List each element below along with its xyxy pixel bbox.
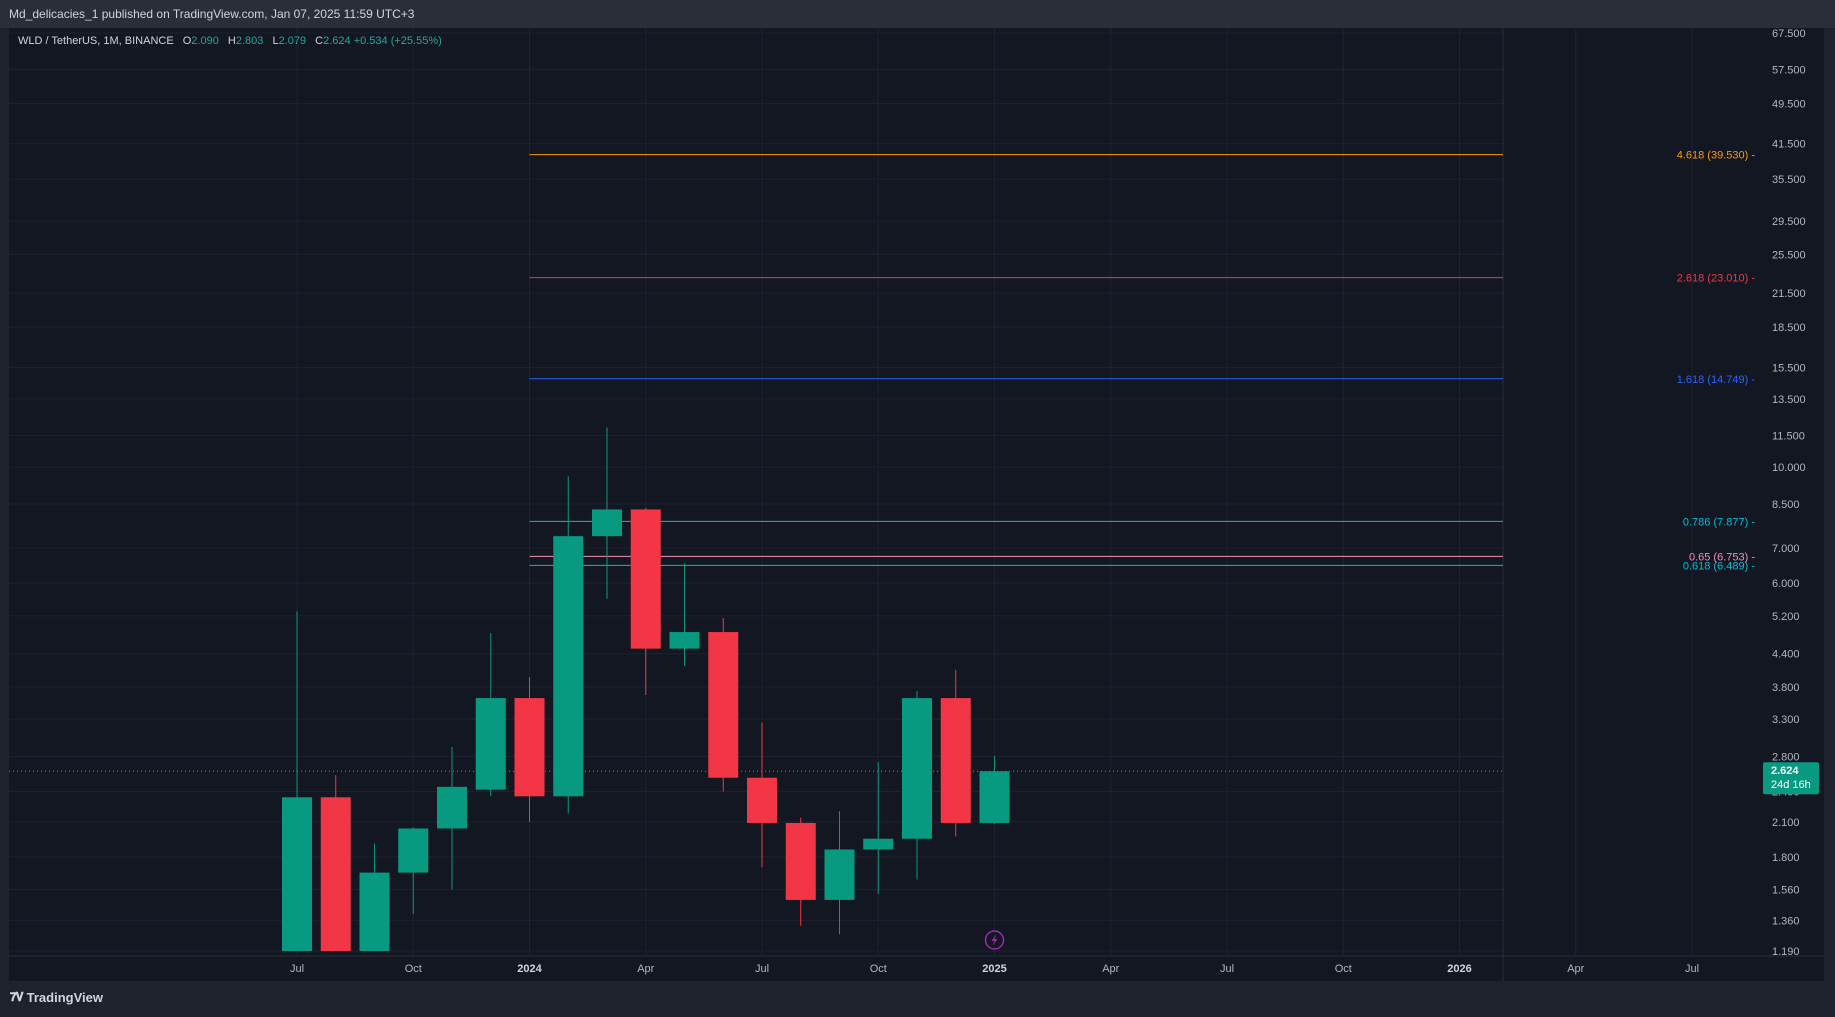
- symbol-title: WLD / TetherUS, 1M, BINANCE: [18, 35, 174, 47]
- publish-header: Md_delicacies_1 published on TradingView…: [0, 0, 1835, 28]
- publish-line: Md_delicacies_1 published on TradingView…: [9, 7, 415, 21]
- chart-frame[interactable]: [9, 28, 1824, 981]
- low-value: 2.079: [278, 35, 307, 47]
- brand-name: TradingView: [26, 990, 103, 1005]
- tradingview-logo-icon: 𝟕𝐕: [10, 990, 24, 1004]
- tradingview-logo[interactable]: 𝟕𝐕 TradingView: [10, 990, 103, 1005]
- close-value: 2.624: [323, 35, 351, 47]
- change-value: +0.534 (+25.55%): [353, 35, 442, 47]
- low-label: L: [272, 35, 279, 47]
- open-value: 2.090: [191, 35, 219, 47]
- close-label: C: [315, 35, 324, 47]
- footer-bar: 𝟕𝐕 TradingView: [0, 981, 1835, 1017]
- high-value: 2.803: [235, 35, 264, 47]
- symbol-legend: WLD / TetherUS, 1M, BINANCE O2.090 H2.80…: [18, 35, 442, 47]
- high-label: H: [227, 35, 236, 47]
- open-label: O: [182, 35, 192, 47]
